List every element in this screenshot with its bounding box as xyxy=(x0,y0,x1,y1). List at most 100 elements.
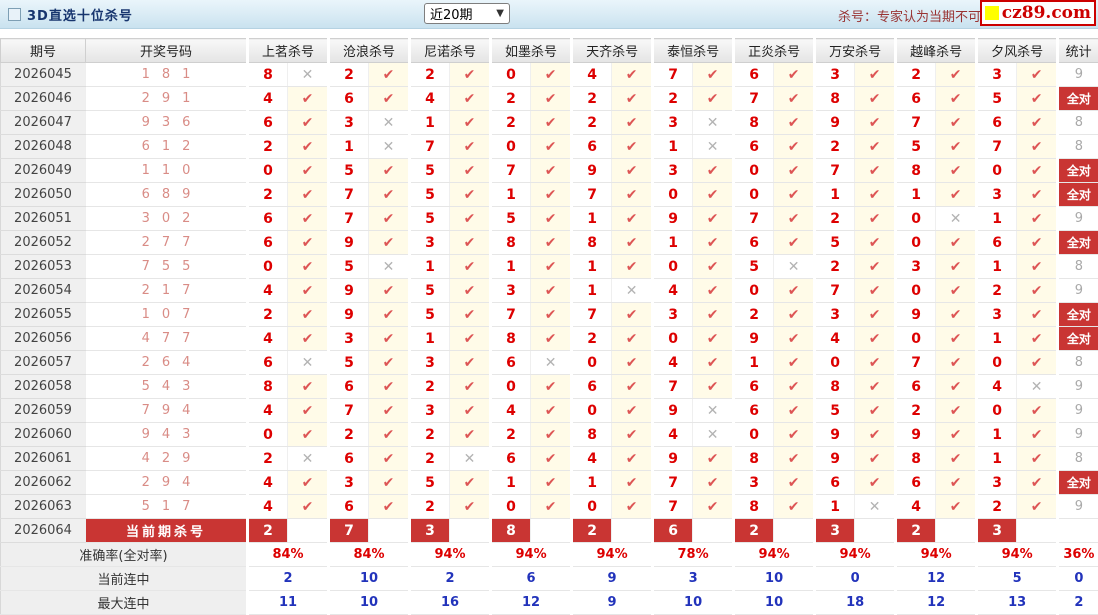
kill-number-cell: 2 xyxy=(327,422,369,447)
check-icon: ✔ xyxy=(1016,158,1058,183)
kill-number-cell: 0 xyxy=(489,62,531,87)
check-icon: ✔ xyxy=(773,374,815,399)
check-icon: ✔ xyxy=(692,374,734,399)
footer-value-cell: 18 xyxy=(813,590,896,615)
check-icon: ✔ xyxy=(773,110,815,135)
kill-number-cell: 1 xyxy=(975,254,1017,279)
check-icon: ✔ xyxy=(935,86,977,111)
title-checkbox[interactable] xyxy=(8,7,21,21)
column-header-expert-4: 如墨杀号 xyxy=(489,38,573,63)
kill-number-cell: 9 xyxy=(327,302,369,327)
cross-icon: ✕ xyxy=(368,110,410,135)
table-row: 2026048 6 1 2 2 ✔ 1 ✕ 7 ✔ 0 ✔ 6 ✔ 1 ✕ 6 ✔ 2 ✔ 5 ✔ 7 ✔ 8 xyxy=(0,134,1098,159)
check-icon: ✔ xyxy=(449,110,491,135)
kill-number-cell: 3 xyxy=(408,230,450,255)
check-icon: ✔ xyxy=(286,230,329,255)
footer-value-cell: 94% xyxy=(894,542,977,567)
check-icon: ✔ xyxy=(286,278,329,303)
table-row: 2026056 4 7 7 4 ✔ 3 ✔ 1 ✔ 8 ✔ 2 ✔ 0 ✔ 9 ✔ 4 ✔ 0 ✔ 1 ✔ 全对 xyxy=(0,326,1098,351)
kill-number-cell: 3 xyxy=(327,470,369,495)
kill-number-cell: 0 xyxy=(732,182,774,207)
footer-value-cell: 12 xyxy=(894,590,977,615)
check-icon: ✔ xyxy=(286,110,329,135)
check-icon: ✔ xyxy=(530,302,572,327)
check-icon: ✔ xyxy=(368,62,410,87)
check-icon: ✔ xyxy=(1016,206,1058,231)
kill-number-cell: 3 xyxy=(327,110,369,135)
check-icon: ✔ xyxy=(935,350,977,375)
kill-number-cell: 9 xyxy=(327,230,369,255)
current-period-row: 2026064 当前期杀号 2 7 3 8 2 6 2 3 2 3 xyxy=(0,518,1098,543)
check-icon: ✔ xyxy=(449,302,491,327)
period-cell: 2026063 xyxy=(0,494,86,519)
kill-number-cell: 5 xyxy=(408,182,450,207)
kill-number-cell: 5 xyxy=(975,86,1017,111)
kill-number-cell: 8 xyxy=(732,446,774,471)
empty-mark-cell xyxy=(1016,518,1058,543)
empty-mark-cell xyxy=(611,518,653,543)
kill-number-cell: 4 xyxy=(246,278,288,303)
check-icon: ✔ xyxy=(773,158,815,183)
check-icon: ✔ xyxy=(449,470,491,495)
check-icon: ✔ xyxy=(611,374,653,399)
column-header-expert-10: 夕风杀号 xyxy=(975,38,1059,63)
check-icon: ✔ xyxy=(773,302,815,327)
check-icon: ✔ xyxy=(692,326,734,351)
kill-number-cell: 2 xyxy=(813,206,855,231)
cross-icon: ✕ xyxy=(286,350,329,375)
check-icon: ✔ xyxy=(692,254,734,279)
check-icon: ✔ xyxy=(935,158,977,183)
check-icon: ✔ xyxy=(286,158,329,183)
check-icon: ✔ xyxy=(1016,278,1058,303)
kill-number-cell: 0 xyxy=(489,134,531,159)
check-icon: ✔ xyxy=(611,302,653,327)
stat-all-correct-badge: 全对 xyxy=(1056,158,1098,183)
cross-icon: ✕ xyxy=(935,206,977,231)
kill-number-cell: 0 xyxy=(651,254,693,279)
check-icon: ✔ xyxy=(692,182,734,207)
current-kill-number-cell: 7 xyxy=(327,518,369,543)
cross-icon: ✕ xyxy=(286,62,329,87)
check-icon: ✔ xyxy=(530,374,572,399)
check-icon: ✔ xyxy=(773,326,815,351)
cross-icon: ✕ xyxy=(692,398,734,423)
check-icon: ✔ xyxy=(935,494,977,519)
kill-number-cell: 8 xyxy=(894,158,936,183)
kill-number-cell: 2 xyxy=(570,326,612,351)
kill-number-cell: 9 xyxy=(813,446,855,471)
check-icon: ✔ xyxy=(286,254,329,279)
check-icon: ✔ xyxy=(935,422,977,447)
table-row: 2026049 1 1 0 0 ✔ 5 ✔ 5 ✔ 7 ✔ 9 ✔ 3 ✔ 0 ✔ 7 ✔ 8 ✔ 0 ✔ 全对 xyxy=(0,158,1098,183)
cross-icon: ✕ xyxy=(773,254,815,279)
check-icon: ✔ xyxy=(286,134,329,159)
check-icon: ✔ xyxy=(611,62,653,87)
range-select[interactable]: 近20期 ▼ xyxy=(424,3,510,24)
footer-value-cell: 94% xyxy=(408,542,491,567)
kill-number-cell: 4 xyxy=(813,326,855,351)
kill-number-cell: 7 xyxy=(651,470,693,495)
kill-number-cell: 0 xyxy=(975,398,1017,423)
check-icon: ✔ xyxy=(1016,494,1058,519)
kill-number-cell: 5 xyxy=(408,278,450,303)
kill-number-cell: 6 xyxy=(327,374,369,399)
kill-number-cell: 4 xyxy=(894,494,936,519)
kill-number-cell: 1 xyxy=(975,422,1017,447)
kill-number-cell: 1 xyxy=(570,206,612,231)
kill-number-cell: 7 xyxy=(813,158,855,183)
check-icon: ✔ xyxy=(449,206,491,231)
kill-number-cell: 9 xyxy=(651,398,693,423)
check-icon: ✔ xyxy=(611,182,653,207)
check-icon: ✔ xyxy=(935,446,977,471)
check-icon: ✔ xyxy=(935,182,977,207)
kill-number-cell: 7 xyxy=(651,62,693,87)
kill-number-cell: 5 xyxy=(894,134,936,159)
column-header-period: 期号 xyxy=(0,38,86,63)
check-icon: ✔ xyxy=(611,134,653,159)
check-icon: ✔ xyxy=(611,422,653,447)
column-header-stat: 统计 xyxy=(1056,38,1098,63)
site-logo[interactable]: cz89.com xyxy=(979,0,1096,26)
footer-value-cell: 2 xyxy=(245,566,329,591)
column-header-expert-9: 越峰杀号 xyxy=(894,38,978,63)
